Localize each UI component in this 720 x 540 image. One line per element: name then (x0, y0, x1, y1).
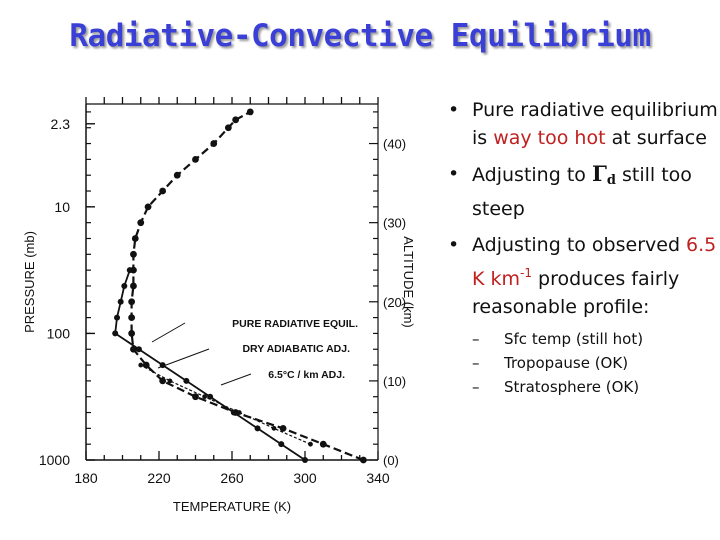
series-point-2 (183, 377, 190, 384)
series-point-2 (254, 425, 261, 432)
series-point-2 (126, 267, 133, 274)
sub-bullet-1-text: Sfc temp (still hot) (504, 330, 644, 348)
series-point-0 (224, 124, 232, 132)
curve-leader-0 (151, 322, 186, 343)
sub-bullet-3-text: Stratosphere (OK) (504, 378, 640, 396)
x-axis-label: TEMPERATURE (K) (173, 499, 291, 514)
y-tick-label: 1000 (39, 452, 70, 468)
bullet-dry-adiabatic: • Adjusting to Γd still too steep (448, 161, 692, 220)
series-point-2 (114, 314, 121, 321)
series-point-2 (112, 330, 119, 337)
series-point-0 (144, 203, 152, 211)
temperature-profile-chart: 180 220 260 300 340 TEMPERATURE (K) (40) (30) (2… (22, 97, 416, 514)
series-point-2 (278, 441, 285, 448)
x-tick-label: 300 (293, 470, 317, 486)
series-point-1 (202, 394, 208, 400)
y-tick-label: 10 (54, 199, 70, 215)
series-point-2 (207, 393, 214, 400)
series-point-2 (302, 457, 308, 463)
series-point-1 (167, 378, 173, 384)
curve-label-0: PURE RADIATIVE EQUIL. (232, 318, 358, 330)
series-point-1 (236, 410, 242, 415)
series-point-1 (138, 362, 144, 368)
gamma-symbol: Γ (591, 161, 607, 186)
y2-axis-label: ALTITUDE (km) (401, 236, 416, 327)
y2-tick-label: (20) (383, 295, 406, 310)
series-point-1 (308, 441, 313, 447)
series-point-0 (131, 235, 139, 242)
series-point-0 (192, 155, 199, 163)
x-tick-label: 180 (74, 470, 98, 486)
series-point-0 (130, 250, 137, 258)
curve-label-2: 6.5°C / km ADJ. (268, 369, 345, 381)
series-point-2 (135, 346, 142, 353)
series-point-0 (128, 298, 136, 306)
y2-tick-label: (30) (383, 216, 406, 231)
bullet-3-text-end: produces fairly reasonable profile: (472, 268, 680, 318)
series-point-0 (279, 424, 287, 432)
y2-tick-label: (40) (383, 137, 406, 152)
sub-bullet-sfc-temp: – Sfc temp (still hot) (472, 330, 644, 348)
bullet-3-superscript: -1 (520, 266, 532, 280)
series-point-0 (159, 377, 167, 385)
sub-bullet-tropopause: – Tropopause (OK) (472, 354, 629, 372)
series-point-0 (192, 393, 199, 401)
series-point-0 (210, 140, 218, 147)
series-point-0 (128, 314, 136, 321)
y-axis-label: PRESSURE (mb) (22, 231, 37, 333)
bullet-3-highlight: 6.5 K km (472, 234, 717, 290)
series-line-0 (130, 110, 364, 462)
y2-tick-label: (0) (383, 453, 399, 468)
sub-bullet-stratosphere: – Stratosphere (OK) (472, 378, 640, 396)
series-point-1 (271, 425, 277, 431)
y-tick-label: 100 (47, 325, 71, 341)
bullet-1-text: Pure radiative equilibrium is (472, 99, 718, 149)
series-point-2 (230, 409, 237, 416)
bullet-2-text-end: still too steep (472, 164, 692, 220)
sub-bullet-list: – Sfc temp (still hot) – Tropopause (OK) –… (472, 327, 720, 399)
bullet-2-text: Adjusting to (472, 164, 592, 186)
series-point-0 (159, 187, 167, 195)
bullet-3-text: Adjusting to observed (472, 234, 687, 256)
series-point-0 (232, 116, 240, 124)
bullet-1-highlight: way too hot (493, 127, 606, 149)
bullet-radiative: • Pure radiative equilibrium is way too … (448, 99, 718, 149)
slide-title: Radiative-Convective Equilibrium (69, 18, 651, 54)
curve-leader-2 (220, 373, 252, 386)
series-point-0 (246, 108, 254, 116)
bullet-observed-lapse: • Adjusting to observed 6.5 K km-1 produ… (448, 231, 720, 399)
series-point-0 (130, 282, 137, 290)
sub-bullet-2-text: Tropopause (OK) (504, 354, 629, 372)
series-point-0 (319, 440, 327, 448)
bullet-1-text-end: at surface (605, 127, 707, 149)
x-tick-label: 220 (147, 470, 171, 486)
y-tick-label: 2.3 (51, 116, 71, 132)
curve-leader-1 (157, 348, 210, 369)
series-point-0 (142, 361, 150, 369)
series-point-0 (173, 171, 181, 179)
bullet-list: • Pure radiative equilibrium is way too … (448, 96, 720, 407)
x-tick-label: 340 (366, 470, 390, 486)
series-point-0 (128, 330, 136, 337)
curve-label-1: DRY ADIABATIC ADJ. (242, 343, 350, 355)
series-point-2 (121, 282, 128, 289)
gamma-subscript: d (606, 173, 616, 188)
series-point-2 (117, 298, 124, 305)
x-tick-label: 260 (220, 470, 244, 486)
y2-tick-label: (10) (383, 374, 406, 389)
series-point-0 (360, 456, 367, 464)
series-point-0 (137, 219, 145, 227)
